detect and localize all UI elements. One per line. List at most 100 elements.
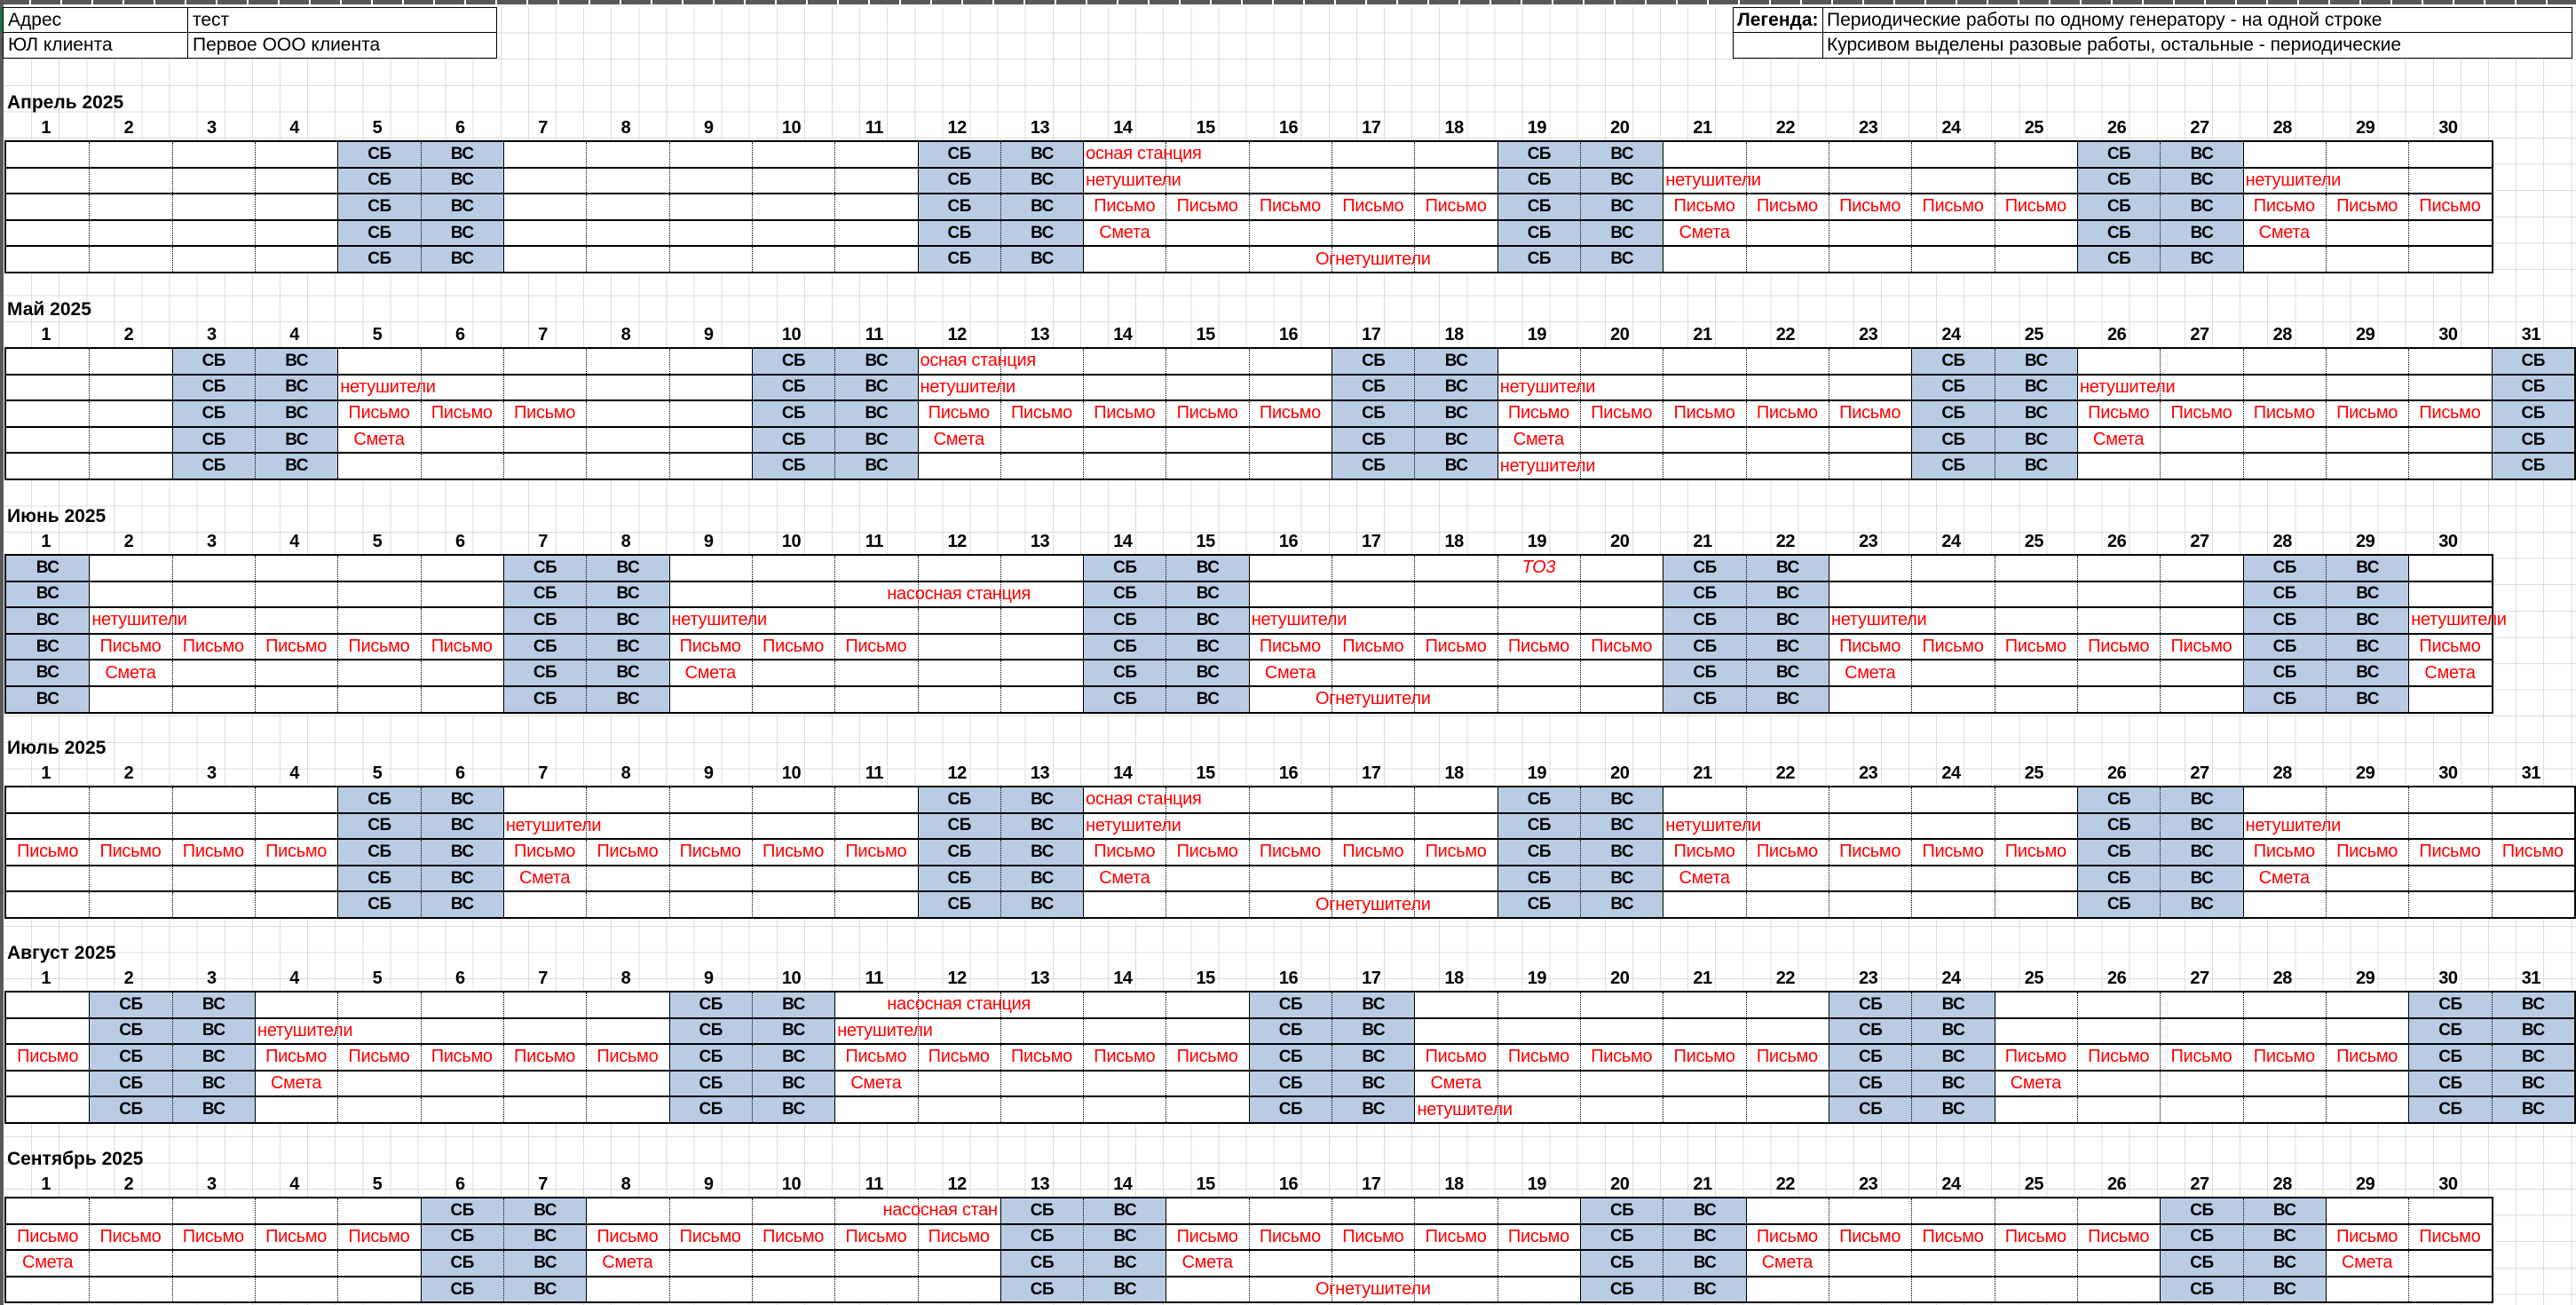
day-cell[interactable] (1580, 1018, 1663, 1044)
day-cell[interactable] (1663, 813, 1745, 839)
weekend-cell[interactable]: СБ (2242, 608, 2326, 633)
day-cell[interactable] (337, 454, 420, 478)
weekend-cell[interactable]: СБ (337, 168, 421, 194)
day-cell[interactable] (668, 375, 752, 400)
day-cell[interactable] (2408, 608, 2491, 633)
day-cell[interactable] (337, 1071, 420, 1096)
weekend-cell[interactable]: ВС (502, 1198, 587, 1223)
day-cell[interactable] (171, 1277, 255, 1302)
day-cell[interactable] (1083, 1071, 1166, 1096)
weekend-cell[interactable]: ВС (420, 892, 503, 917)
day-cell[interactable] (2408, 840, 2491, 865)
weekend-cell[interactable]: ВС (2325, 556, 2409, 581)
day-cell[interactable] (1745, 220, 1829, 246)
day-cell[interactable] (1994, 866, 2077, 891)
day-cell[interactable] (89, 1277, 171, 1302)
day-cell[interactable] (1745, 1097, 1829, 1122)
weekend-cell[interactable]: СБ (2160, 1224, 2243, 1250)
weekend-cell[interactable]: ВС (6, 634, 90, 660)
day-cell[interactable] (751, 220, 834, 246)
day-cell[interactable] (1994, 1045, 2077, 1070)
weekend-cell[interactable]: ВС (834, 401, 918, 426)
day-cell[interactable] (668, 1251, 752, 1276)
day-cell[interactable] (2242, 1097, 2326, 1122)
day-cell[interactable] (834, 840, 917, 865)
weekend-cell[interactable]: ВС (1000, 787, 1084, 812)
day-cell[interactable] (1994, 993, 2077, 1017)
weekend-cell[interactable]: СБ (1663, 686, 1746, 712)
weekend-cell[interactable]: СБ (1331, 427, 1415, 453)
weekend-cell[interactable]: СБ (1497, 220, 1581, 246)
day-cell[interactable] (668, 608, 752, 633)
day-cell[interactable] (337, 1018, 420, 1044)
day-cell[interactable] (1000, 581, 1083, 607)
day-cell[interactable] (586, 1198, 668, 1223)
day-cell[interactable] (420, 401, 503, 426)
weekend-cell[interactable]: СБ (171, 427, 255, 453)
day-cell[interactable] (1166, 375, 1248, 400)
day-cell[interactable] (834, 892, 917, 917)
day-cell[interactable] (502, 454, 586, 478)
day-cell[interactable] (1497, 349, 1580, 374)
weekend-cell[interactable]: СБ (2077, 220, 2161, 246)
day-cell[interactable] (1000, 375, 1083, 400)
weekend-cell[interactable]: ВС (2325, 581, 2409, 607)
day-cell[interactable] (586, 1097, 668, 1122)
weekend-cell[interactable]: ВС (1414, 375, 1497, 400)
day-cell[interactable] (1083, 247, 1166, 272)
day-cell[interactable] (1663, 375, 1745, 400)
day-cell[interactable] (1911, 608, 1994, 633)
day-cell[interactable] (1497, 1018, 1580, 1044)
weekend-cell[interactable]: ВС (2160, 168, 2243, 194)
day-cell[interactable] (751, 813, 834, 839)
weekend-cell[interactable]: ВС (586, 634, 669, 660)
day-cell[interactable] (420, 454, 503, 478)
day-cell[interactable] (834, 1071, 917, 1096)
day-cell[interactable] (1580, 556, 1663, 581)
weekend-cell[interactable]: ВС (1580, 220, 1663, 246)
weekend-cell[interactable]: СБ (2077, 866, 2161, 891)
weekend-cell[interactable]: СБ (337, 247, 421, 272)
day-cell[interactable] (1248, 1224, 1331, 1250)
day-cell[interactable] (254, 1045, 337, 1070)
day-cell[interactable] (1580, 1045, 1663, 1070)
day-cell[interactable] (89, 840, 171, 865)
day-cell[interactable] (254, 194, 337, 219)
day-cell[interactable] (1083, 1018, 1166, 1044)
weekend-cell[interactable]: ВС (2325, 686, 2409, 712)
weekend-cell[interactable]: СБ (2242, 660, 2326, 685)
day-cell[interactable] (2325, 1251, 2408, 1276)
day-cell[interactable] (1000, 556, 1083, 581)
weekend-cell[interactable]: СБ (1083, 660, 1166, 685)
day-cell[interactable] (1994, 1018, 2077, 1044)
weekend-cell[interactable]: СБ (751, 427, 835, 453)
day-cell[interactable] (2325, 1071, 2408, 1096)
day-cell[interactable] (89, 556, 171, 581)
weekend-cell[interactable]: ВС (2242, 1198, 2326, 1223)
day-cell[interactable] (1994, 581, 2077, 607)
day-cell[interactable] (2077, 1224, 2160, 1250)
day-cell[interactable] (834, 866, 917, 891)
day-cell[interactable] (1331, 813, 1414, 839)
day-cell[interactable] (1497, 556, 1580, 581)
weekend-cell[interactable]: ВС (254, 375, 338, 400)
day-cell[interactable] (254, 866, 337, 891)
weekend-cell[interactable]: ВС (751, 993, 835, 1017)
day-cell[interactable] (1331, 866, 1414, 891)
day-cell[interactable] (1663, 993, 1745, 1017)
day-cell[interactable] (1663, 427, 1745, 453)
day-cell[interactable] (89, 142, 171, 167)
weekend-cell[interactable]: ВС (586, 556, 669, 581)
day-cell[interactable] (254, 581, 337, 607)
day-cell[interactable] (1745, 787, 1829, 812)
weekend-cell[interactable]: ВС (586, 660, 669, 685)
day-cell[interactable] (1663, 142, 1745, 167)
weekend-cell[interactable]: ВС (1166, 634, 1249, 660)
day-cell[interactable] (586, 840, 668, 865)
day-cell[interactable] (502, 194, 586, 219)
day-cell[interactable] (2325, 142, 2408, 167)
day-cell[interactable] (668, 787, 752, 812)
day-cell[interactable] (420, 660, 503, 685)
day-cell[interactable] (1248, 375, 1331, 400)
day-cell[interactable] (1829, 581, 1911, 607)
